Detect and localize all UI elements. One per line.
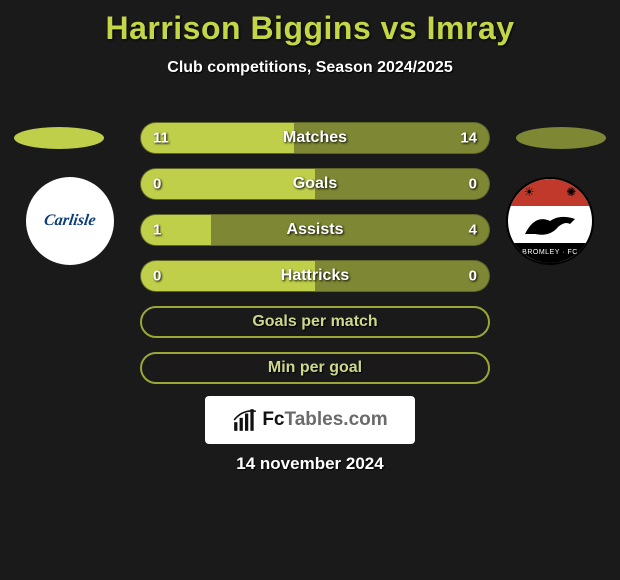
right-club-logo: ☀ ✺ · BROMLEY · FC · — [506, 177, 594, 265]
stat-fill-left — [141, 215, 211, 245]
left-club-name: Carlisle — [43, 212, 97, 230]
stat-value-left: 0 — [153, 268, 161, 285]
sun-icon: ☀ — [524, 185, 535, 199]
stat-fill-left — [141, 169, 315, 199]
stat-value-left: 11 — [153, 130, 169, 147]
brand-prefix: Fc — [262, 409, 284, 430]
sun-icon: ✺ — [566, 185, 576, 199]
stat-label: Min per goal — [268, 359, 362, 377]
stat-label: Hattricks — [281, 267, 349, 285]
stat-label: Matches — [283, 129, 347, 147]
stat-row-matches: 11 14 Matches — [140, 122, 490, 154]
stat-bars: 1114Matches00Goals14Assists00HattricksGo… — [140, 122, 490, 398]
stat-row-hattricks: 0 0 Hattricks — [140, 260, 490, 292]
stat-value-right: 0 — [469, 176, 477, 193]
crest-mid — [508, 206, 592, 243]
raven-icon — [520, 209, 580, 239]
stat-value-right: 4 — [469, 222, 477, 239]
stat-row-goals-per-match: Goals per match — [140, 306, 490, 338]
right-player-indicator — [516, 127, 606, 149]
stat-value-right: 14 — [460, 130, 477, 147]
subtitle: Club competitions, Season 2024/2025 — [0, 59, 620, 77]
left-player-indicator — [14, 127, 104, 149]
stat-label: Goals — [293, 175, 337, 193]
stat-label: Goals per match — [252, 313, 377, 331]
snapshot-date: 14 november 2024 — [0, 454, 620, 474]
chart-icon — [232, 407, 258, 433]
page-title: Harrison Biggins vs Imray — [0, 0, 620, 47]
stat-row-min-per-goal: Min per goal — [140, 352, 490, 384]
brand-suffix: Tables.com — [285, 409, 388, 430]
stat-value-left: 0 — [153, 176, 161, 193]
stat-label: Assists — [287, 221, 344, 239]
left-club-logo: Carlisle — [26, 177, 114, 265]
stat-row-goals: 0 0 Goals — [140, 168, 490, 200]
stat-row-assists: 1 4 Assists — [140, 214, 490, 246]
brand-badge[interactable]: FcTables.com — [205, 396, 415, 444]
stat-value-left: 1 — [153, 222, 161, 239]
brand-text: FcTables.com — [262, 409, 387, 431]
crest-ring-text: · BROMLEY · FC · — [508, 243, 592, 263]
crest-top: ☀ ✺ — [508, 179, 592, 206]
stat-value-right: 0 — [469, 268, 477, 285]
